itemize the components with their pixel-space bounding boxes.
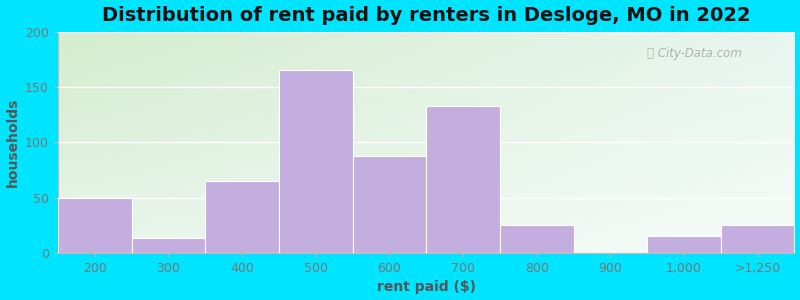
X-axis label: rent paid ($): rent paid ($) xyxy=(377,280,476,294)
Bar xyxy=(721,225,794,253)
Bar xyxy=(132,238,206,253)
Bar xyxy=(353,155,426,253)
Bar xyxy=(500,225,574,253)
Title: Distribution of rent paid by renters in Desloge, MO in 2022: Distribution of rent paid by renters in … xyxy=(102,6,750,25)
Bar xyxy=(647,236,721,253)
Bar xyxy=(58,198,132,253)
Bar xyxy=(279,70,353,253)
Bar xyxy=(426,106,500,253)
Text: ⓘ City-Data.com: ⓘ City-Data.com xyxy=(647,47,742,60)
Bar xyxy=(206,181,279,253)
Y-axis label: households: households xyxy=(6,98,19,187)
